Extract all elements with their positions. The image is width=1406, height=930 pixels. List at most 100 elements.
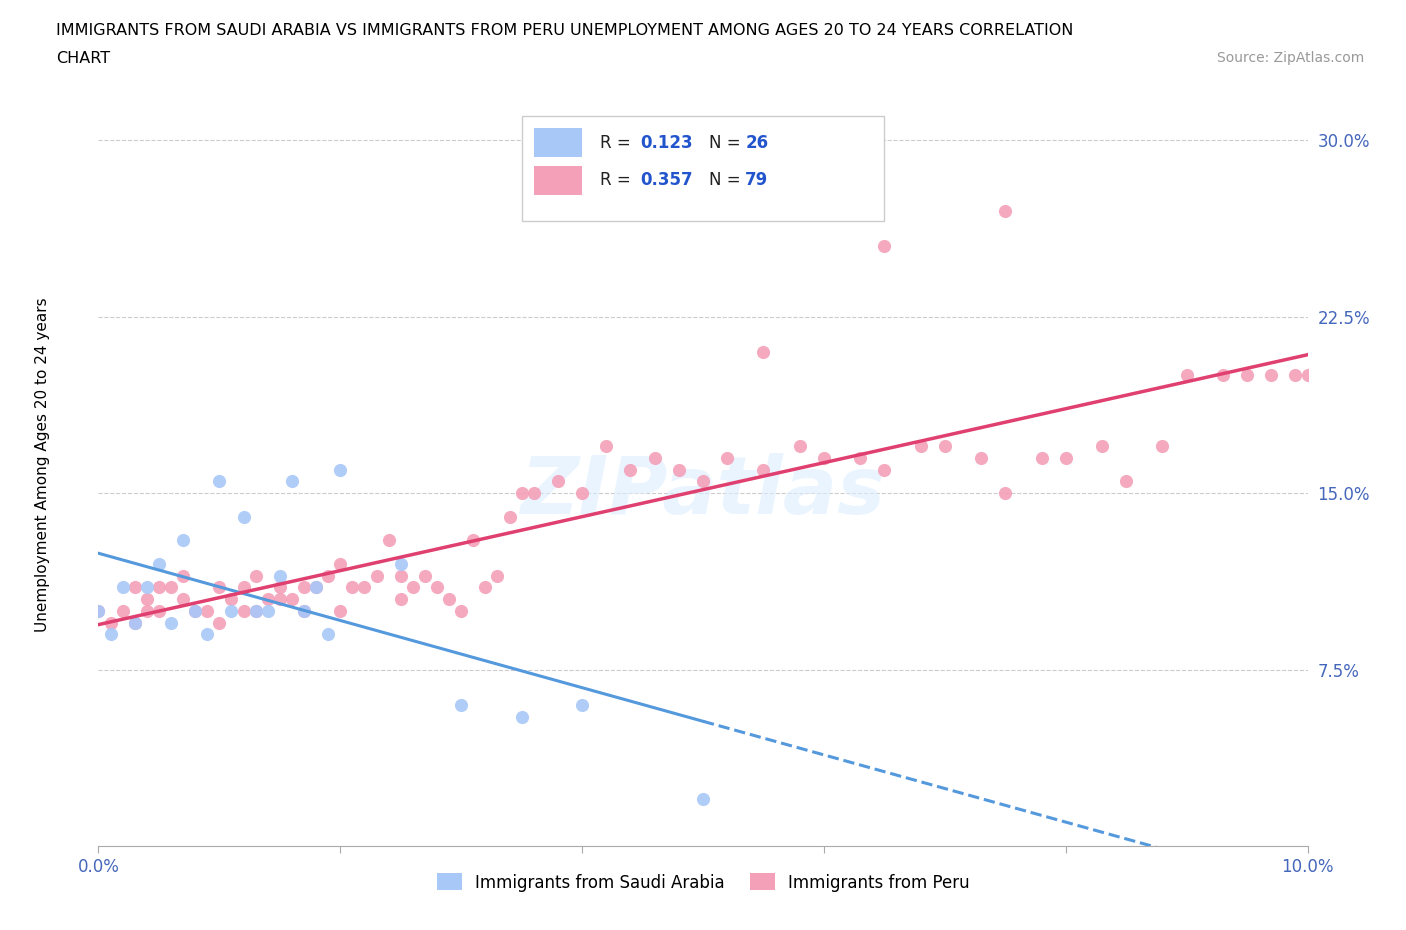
Point bbox=[305, 580, 328, 595]
FancyBboxPatch shape bbox=[534, 128, 582, 157]
Point bbox=[353, 580, 375, 595]
Point bbox=[644, 450, 666, 465]
Point bbox=[281, 591, 304, 606]
Point bbox=[1212, 368, 1234, 383]
Point bbox=[437, 591, 460, 606]
Point bbox=[994, 204, 1017, 219]
Text: 0.123: 0.123 bbox=[640, 134, 693, 152]
Point bbox=[329, 462, 352, 477]
Point bbox=[1091, 439, 1114, 454]
Point bbox=[316, 627, 339, 642]
Point bbox=[208, 474, 231, 489]
Text: R =: R = bbox=[600, 134, 637, 152]
Point bbox=[172, 533, 194, 548]
Point bbox=[135, 580, 157, 595]
Point bbox=[873, 239, 896, 254]
Point bbox=[595, 439, 617, 454]
Text: 0.357: 0.357 bbox=[640, 171, 693, 190]
Point bbox=[474, 580, 496, 595]
Point bbox=[910, 439, 932, 454]
Point bbox=[934, 439, 956, 454]
Point bbox=[510, 485, 533, 500]
Point bbox=[668, 462, 690, 477]
Point bbox=[389, 591, 412, 606]
Point bbox=[87, 604, 110, 618]
Point bbox=[195, 627, 218, 642]
Point bbox=[160, 580, 183, 595]
Point bbox=[1260, 368, 1282, 383]
Point bbox=[329, 556, 352, 571]
Point bbox=[148, 580, 170, 595]
Point bbox=[752, 344, 775, 359]
Point bbox=[208, 580, 231, 595]
Point bbox=[873, 462, 896, 477]
Point bbox=[413, 568, 436, 583]
Point bbox=[716, 450, 738, 465]
Point bbox=[316, 568, 339, 583]
Point bbox=[208, 616, 231, 631]
Point bbox=[970, 450, 993, 465]
Point bbox=[87, 604, 110, 618]
Point bbox=[1152, 439, 1174, 454]
Point bbox=[1031, 450, 1053, 465]
Point bbox=[342, 580, 364, 595]
Point bbox=[389, 568, 412, 583]
FancyBboxPatch shape bbox=[522, 115, 884, 221]
Point bbox=[752, 462, 775, 477]
Point bbox=[184, 604, 207, 618]
Text: ZIPatlas: ZIPatlas bbox=[520, 453, 886, 531]
Point bbox=[789, 439, 811, 454]
Point bbox=[1296, 368, 1319, 383]
Point bbox=[269, 591, 291, 606]
Point bbox=[377, 533, 399, 548]
Text: N =: N = bbox=[709, 171, 747, 190]
Point bbox=[292, 604, 315, 618]
Point bbox=[692, 791, 714, 806]
Point bbox=[1115, 474, 1137, 489]
Text: 26: 26 bbox=[745, 134, 769, 152]
Point bbox=[450, 698, 472, 712]
Text: R =: R = bbox=[600, 171, 637, 190]
Point bbox=[389, 556, 412, 571]
Point bbox=[1175, 368, 1198, 383]
Point bbox=[450, 604, 472, 618]
Point bbox=[256, 591, 278, 606]
Point bbox=[329, 604, 352, 618]
Point bbox=[184, 604, 207, 618]
Point bbox=[148, 604, 170, 618]
Point bbox=[160, 616, 183, 631]
Point bbox=[269, 568, 291, 583]
Point bbox=[1284, 368, 1306, 383]
Text: N =: N = bbox=[709, 134, 747, 152]
Point bbox=[523, 485, 546, 500]
Point bbox=[232, 580, 254, 595]
Point bbox=[221, 591, 243, 606]
Point bbox=[111, 580, 134, 595]
Point bbox=[256, 604, 278, 618]
Point bbox=[366, 568, 388, 583]
Point bbox=[100, 627, 122, 642]
Point bbox=[195, 604, 218, 618]
Point bbox=[292, 580, 315, 595]
Point bbox=[281, 474, 304, 489]
Point bbox=[571, 485, 593, 500]
Point bbox=[135, 604, 157, 618]
Text: IMMIGRANTS FROM SAUDI ARABIA VS IMMIGRANTS FROM PERU UNEMPLOYMENT AMONG AGES 20 : IMMIGRANTS FROM SAUDI ARABIA VS IMMIGRAN… bbox=[56, 23, 1074, 38]
Point bbox=[100, 616, 122, 631]
Point bbox=[172, 568, 194, 583]
Point bbox=[402, 580, 425, 595]
Point bbox=[1236, 368, 1258, 383]
Point bbox=[245, 568, 267, 583]
Point bbox=[111, 604, 134, 618]
Point bbox=[1054, 450, 1077, 465]
Point bbox=[619, 462, 641, 477]
Text: CHART: CHART bbox=[56, 51, 110, 66]
Text: Unemployment Among Ages 20 to 24 years: Unemployment Among Ages 20 to 24 years bbox=[35, 298, 49, 632]
Point bbox=[135, 591, 157, 606]
Text: Source: ZipAtlas.com: Source: ZipAtlas.com bbox=[1216, 51, 1364, 65]
Point bbox=[571, 698, 593, 712]
Point bbox=[510, 710, 533, 724]
Point bbox=[692, 474, 714, 489]
Point bbox=[232, 604, 254, 618]
Point bbox=[849, 450, 872, 465]
